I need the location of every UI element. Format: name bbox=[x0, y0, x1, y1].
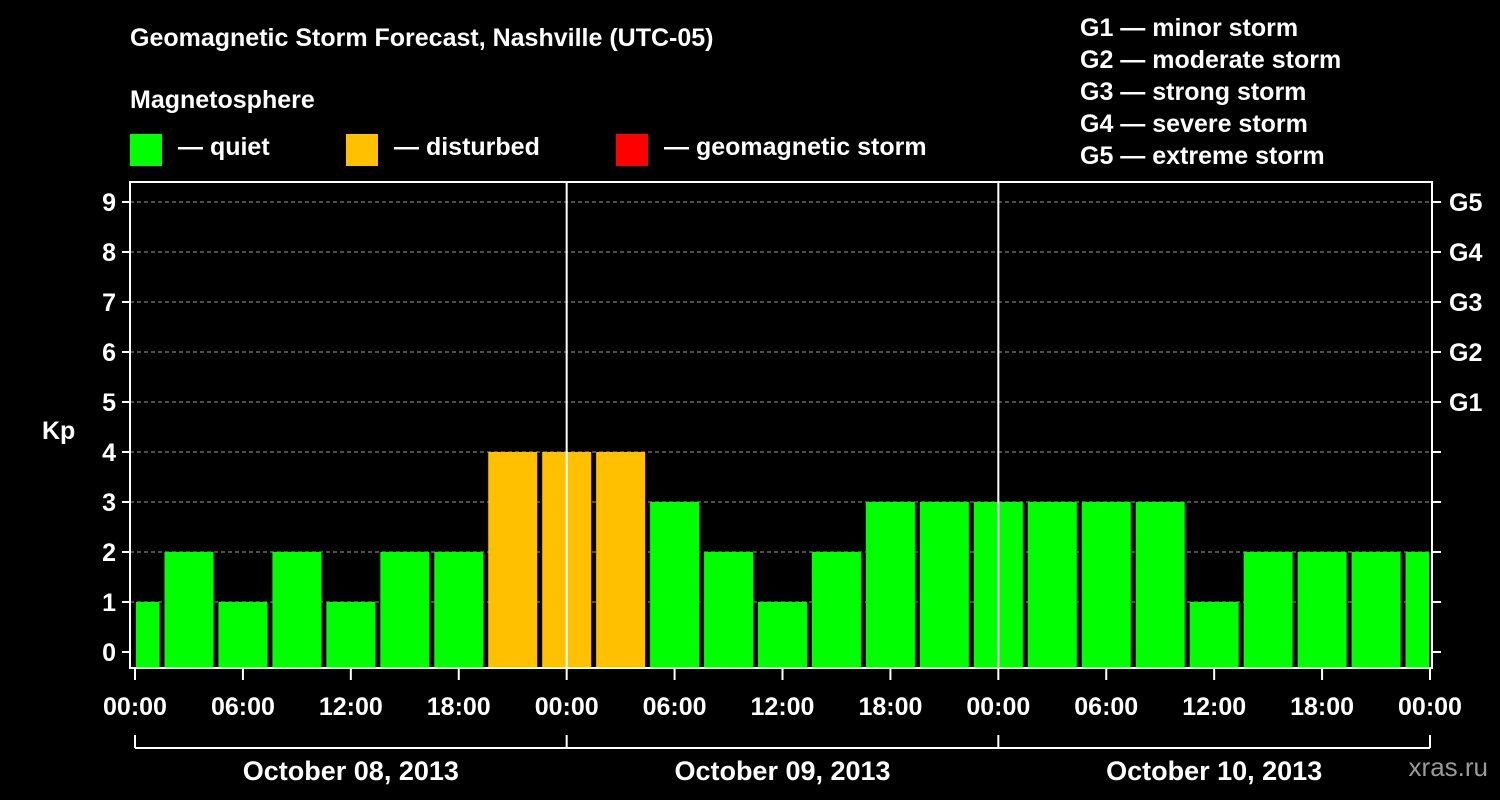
kp-bar bbox=[1027, 502, 1077, 668]
kp-bar bbox=[326, 602, 376, 668]
g-scale-tick-label: G3 bbox=[1449, 289, 1482, 317]
g-scale-tick-label: G1 bbox=[1449, 389, 1482, 417]
kp-bar bbox=[1351, 552, 1401, 668]
kp-bar bbox=[488, 452, 538, 668]
g-scale-legend-item-g3: G3 — strong storm bbox=[1080, 78, 1307, 106]
g-scale-legend-item-g5: G5 — extreme storm bbox=[1080, 142, 1325, 170]
x-tick-label: 00:00 bbox=[1398, 693, 1462, 721]
kp-bar bbox=[758, 602, 807, 668]
g-scale-legend-item-g1: G1 — minor storm bbox=[1080, 14, 1299, 42]
y-tick-label: 3 bbox=[102, 489, 116, 517]
kp-bar bbox=[1189, 602, 1239, 668]
x-tick-label: 06:00 bbox=[211, 693, 275, 721]
legend-label-quiet: — quiet bbox=[178, 133, 270, 161]
kp-bar bbox=[1135, 502, 1185, 668]
kp-bar bbox=[272, 552, 322, 668]
kp-bar bbox=[218, 602, 268, 668]
g-scale-legend-item-g2: G2 — moderate storm bbox=[1080, 46, 1342, 74]
legend-swatch-storm bbox=[616, 134, 648, 166]
kp-bar bbox=[164, 552, 214, 668]
y-tick-label: 2 bbox=[102, 539, 116, 567]
kp-bar bbox=[1243, 552, 1293, 668]
g-scale-legend: G1 — minor storm G2 — moderate storm G3 … bbox=[1080, 12, 1341, 172]
x-tick-label: 12:00 bbox=[1182, 693, 1246, 721]
chart-title: Geomagnetic Storm Forecast, Nashville (U… bbox=[130, 24, 714, 52]
legend-swatch-quiet bbox=[130, 134, 162, 166]
x-tick-label: 18:00 bbox=[427, 693, 491, 721]
kp-bar bbox=[865, 502, 915, 668]
g-scale-tick-label: G4 bbox=[1449, 239, 1482, 267]
date-label: October 09, 2013 bbox=[674, 756, 890, 786]
x-tick-label: 18:00 bbox=[858, 693, 922, 721]
y-axis-label: Kp bbox=[42, 417, 75, 445]
kp-bar bbox=[1405, 552, 1429, 668]
y-tick-label: 7 bbox=[102, 289, 116, 317]
kp-bar bbox=[650, 502, 700, 668]
date-label: October 10, 2013 bbox=[1106, 756, 1322, 786]
g-scale-tick-label: G5 bbox=[1449, 189, 1482, 217]
chart-subtitle: Magnetosphere bbox=[130, 86, 315, 114]
kp-bar bbox=[704, 552, 754, 668]
plot-frame bbox=[129, 181, 1433, 669]
kp-bar bbox=[380, 552, 430, 668]
x-tick-label: 06:00 bbox=[1074, 693, 1138, 721]
legend-swatch-disturbed bbox=[346, 134, 378, 166]
x-tick-label: 12:00 bbox=[751, 693, 815, 721]
y-tick-label: 8 bbox=[102, 239, 116, 267]
y-tick-label: 4 bbox=[102, 439, 116, 467]
x-tick-label: 18:00 bbox=[1290, 693, 1354, 721]
x-tick-label: 00:00 bbox=[966, 693, 1030, 721]
x-tick-label: 00:00 bbox=[535, 693, 599, 721]
x-tick-label: 12:00 bbox=[319, 693, 383, 721]
y-tick-label: 1 bbox=[102, 589, 116, 617]
kp-bar bbox=[1297, 552, 1347, 668]
kp-bar bbox=[919, 502, 969, 668]
y-tick-label: 0 bbox=[102, 639, 116, 667]
y-tick-label: 9 bbox=[102, 189, 116, 217]
g-scale-tick-label: G2 bbox=[1449, 339, 1482, 367]
x-tick-label: 06:00 bbox=[643, 693, 707, 721]
kp-bar bbox=[1081, 502, 1131, 668]
y-tick-label: 6 bbox=[102, 339, 116, 367]
watermark: xras.ru bbox=[1408, 752, 1488, 782]
legend-label-disturbed: — disturbed bbox=[394, 133, 540, 161]
date-label: October 08, 2013 bbox=[243, 756, 459, 786]
kp-bar bbox=[434, 552, 484, 668]
kp-bar bbox=[811, 552, 861, 668]
legend-label-storm: — geomagnetic storm bbox=[664, 133, 927, 161]
g-scale-legend-item-g4: G4 — severe storm bbox=[1080, 110, 1308, 138]
x-tick-label: 00:00 bbox=[103, 693, 167, 721]
kp-bar bbox=[136, 602, 160, 668]
kp-bar bbox=[596, 452, 646, 668]
y-tick-label: 5 bbox=[102, 389, 116, 417]
